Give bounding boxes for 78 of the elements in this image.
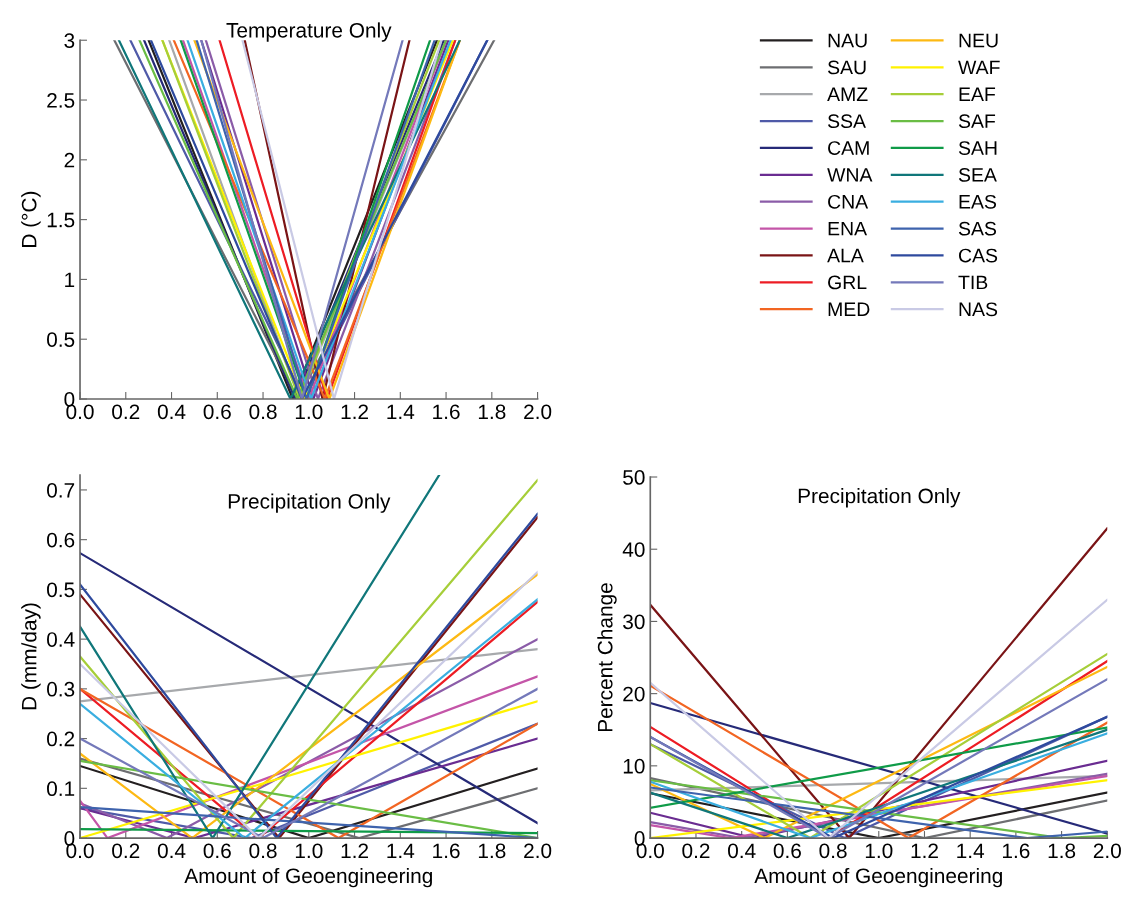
x-tick-label: 1.0 [865, 843, 893, 859]
x-tick-label: 1.8 [478, 843, 506, 859]
y-tick-label: 2 [64, 152, 75, 168]
chart-title: Precipitation Only [798, 488, 961, 508]
y-tick-label: 0.3 [47, 681, 75, 697]
x-tick-label: 1.4 [387, 843, 415, 859]
x-tick-label: 1.6 [433, 404, 460, 420]
x-tick-label: 1.6 [1002, 843, 1030, 859]
x-tick-label: 1.2 [341, 404, 368, 419]
y-tick-label: 0.4 [47, 632, 75, 647]
y-tick-label: 1 [65, 272, 75, 287]
text: Precipitation Only [228, 493, 391, 513]
legend-label: NAU [828, 33, 867, 48]
x-tick-label: 1.8 [1048, 843, 1076, 859]
x-tick-label: 2.0 [1093, 843, 1121, 859]
legend-label: SAU [827, 60, 866, 75]
legend-label: SAH [958, 141, 997, 155]
x-tick-label: 0.2 [682, 843, 710, 859]
x-tick-label: 2.0 [524, 843, 552, 859]
y-tick-label: 50 [623, 470, 645, 485]
legend-label: CNA [828, 194, 869, 209]
x-tick-label: 1.0 [295, 404, 323, 420]
x-tick-label: 0.4 [157, 843, 186, 859]
y-tick-label: 20 [623, 686, 645, 702]
x-tick-label: 0.8 [819, 843, 847, 859]
legend-label: WAF [958, 60, 1000, 75]
x-tick-label: 2.0 [524, 404, 552, 420]
x-axis-title: Amount of Geoengineering [184, 867, 432, 888]
x-tick-label: 1.2 [911, 843, 938, 859]
legend-label: CAS [959, 248, 998, 263]
legend-label: WNA [827, 168, 873, 182]
legend-label: GRL [828, 275, 867, 290]
x-tick-label: 0.4 [728, 843, 756, 859]
legend-label: SEA [958, 168, 997, 182]
y-tick-label: 0.1 [47, 781, 75, 797]
x-tick-label: 1.8 [478, 404, 506, 420]
y-tick-label: 10 [623, 758, 645, 774]
x-tick-label: 0.6 [203, 843, 231, 859]
legend-label: ALA [827, 248, 864, 263]
y-tick-label: 3 [64, 33, 75, 48]
legend-label: SSA [827, 114, 866, 129]
y-tick-label: 0.2 [47, 731, 75, 747]
y-tick-label: 40 [622, 542, 645, 557]
y-tick-label: 2.5 [47, 93, 75, 108]
legend-label: CAM [828, 141, 869, 155]
x-tick-label: 0.2 [112, 843, 140, 859]
x-tick-label: 0.2 [112, 404, 140, 420]
x-tick-label: 1.0 [295, 843, 323, 859]
x-tick-label: 1.6 [433, 843, 460, 859]
legend-label: ENA [828, 221, 868, 236]
legend-label: MED [828, 302, 870, 316]
legend-label: EAS [959, 194, 997, 209]
x-tick-label: 0.6 [203, 404, 231, 420]
y-axis-title: D (mm/day) [21, 603, 41, 710]
y-tick-label: 1.5 [47, 212, 75, 228]
y-tick-label: 0.5 [47, 582, 75, 598]
legend-label: SAF [958, 114, 996, 129]
x-axis-title: Amount of Geoengineering [754, 867, 1002, 888]
y-tick-label: 0.6 [47, 532, 75, 548]
x-tick-label: 1.4 [957, 843, 985, 859]
y-tick-label: 0.7 [47, 482, 75, 498]
legend-label: NAS [959, 302, 998, 317]
legend-label: NEU [959, 33, 998, 48]
legend-label: AMZ [827, 87, 868, 101]
y-tick-label: 30 [623, 614, 645, 630]
y-axis-title: Percent Change [597, 583, 617, 732]
chart-title: Temperature Only [226, 22, 392, 42]
y-tick-label: 0.5 [47, 332, 75, 347]
legend-label: TIB [958, 275, 988, 290]
x-tick-label: 0.8 [249, 404, 277, 420]
x-tick-label: 0.8 [249, 843, 277, 859]
legend-label: EAF [959, 87, 996, 101]
x-tick-label: 0.4 [157, 404, 186, 420]
x-tick-label: 0.6 [773, 843, 801, 859]
x-tick-label: 1.2 [341, 843, 368, 859]
x-tick-label: 1.4 [387, 404, 415, 419]
y-axis-title: D (°C) [21, 191, 41, 247]
legend-label: SAS [958, 221, 997, 236]
